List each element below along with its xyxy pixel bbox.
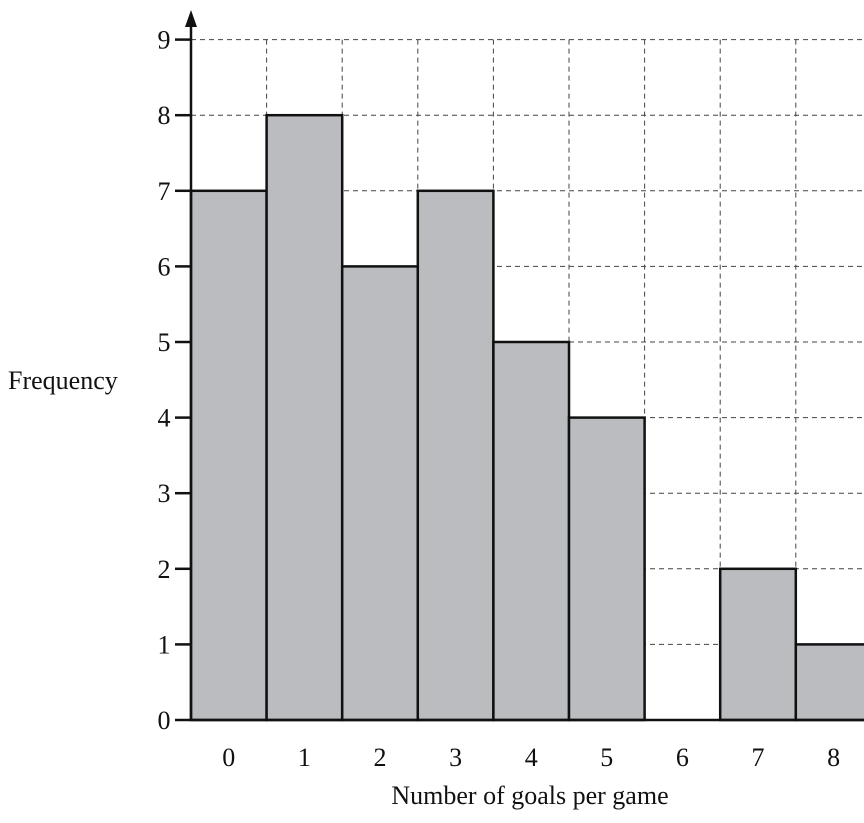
x-tick-label: 8 — [827, 743, 840, 772]
y-tick-label: 0 — [158, 706, 171, 735]
x-tick-label: 2 — [374, 743, 387, 772]
x-tick-label: 3 — [449, 743, 462, 772]
y-axis-label: Frequency — [8, 366, 118, 395]
bars — [189, 113, 864, 722]
y-axis-arrow-icon — [185, 10, 197, 27]
y-tick-label: 8 — [158, 101, 171, 130]
x-tick-label: 4 — [525, 743, 538, 772]
y-tick-label: 9 — [158, 26, 171, 55]
bar-4 — [492, 340, 571, 722]
y-tick-label: 2 — [158, 555, 171, 584]
bar-3 — [416, 189, 495, 722]
y-tick-label: 4 — [158, 404, 171, 433]
x-tick-label: 7 — [752, 743, 765, 772]
bar-2 — [340, 265, 420, 722]
y-tick-label: 6 — [158, 252, 171, 281]
axes — [185, 10, 864, 722]
bar-1 — [265, 113, 344, 722]
y-tick-label: 7 — [158, 177, 171, 206]
x-tick-label: 1 — [298, 743, 311, 772]
bar-5 — [567, 416, 646, 722]
x-tick-label: 0 — [222, 743, 235, 772]
bar-8 — [794, 643, 864, 722]
ticks: 0 1 2 3 4 5 6 7 8 9 0 1 2 3 4 5 6 7 8 — [158, 26, 841, 772]
x-tick-label: 5 — [600, 743, 613, 772]
y-tick-label: 3 — [158, 479, 171, 508]
y-tick-label: 1 — [158, 630, 171, 659]
x-tick-label: 6 — [676, 743, 689, 772]
bar-0 — [189, 189, 268, 722]
x-axis-label: Number of goals per game — [391, 781, 668, 810]
bar-7 — [718, 567, 798, 722]
y-tick-label: 5 — [158, 328, 171, 357]
